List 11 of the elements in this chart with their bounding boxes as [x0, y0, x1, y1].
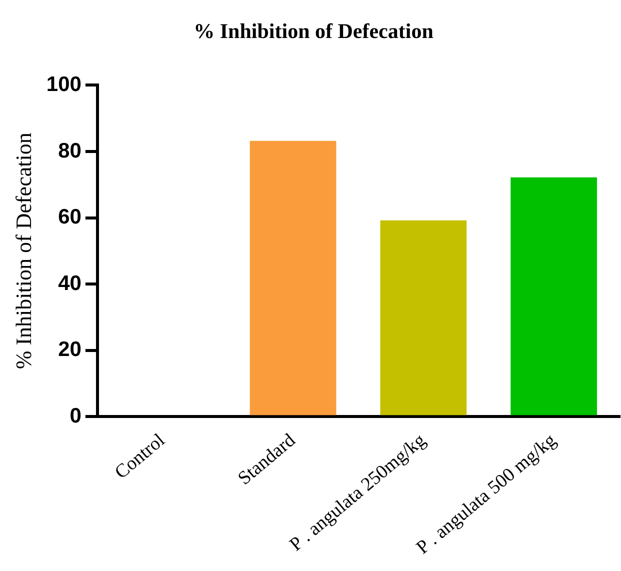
- bar: [250, 140, 336, 416]
- y-tick-label: 0: [70, 404, 82, 428]
- y-axis-title: % Inhibition of Defecation: [10, 132, 36, 370]
- bar: [510, 177, 597, 416]
- y-tick-label: 100: [46, 72, 82, 96]
- y-tick-label: 40: [58, 272, 82, 295]
- chart-title: % Inhibition of Defecation: [194, 19, 434, 44]
- bar: [380, 220, 467, 416]
- y-tick-label: 80: [58, 139, 82, 162]
- y-tick-label: 60: [58, 206, 82, 229]
- y-tick-label: 20: [58, 338, 82, 362]
